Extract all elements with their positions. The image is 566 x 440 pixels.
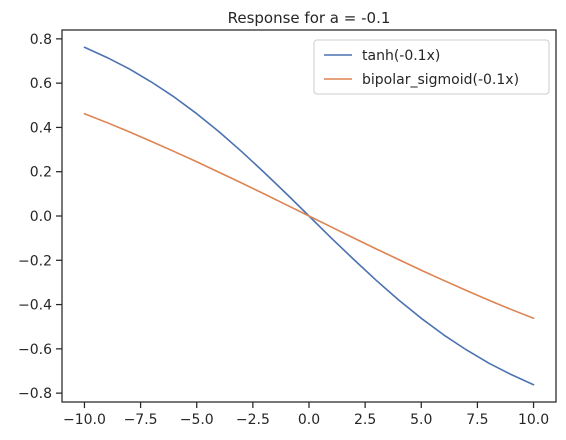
x-tick-label: −5.0 (180, 412, 214, 428)
legend-label-1: bipolar_sigmoid(-0.1x) (362, 72, 519, 88)
chart-title: Response for a = -0.1 (228, 9, 391, 27)
y-tick-label: 0.8 (30, 32, 52, 48)
x-tick-label: −10.0 (63, 412, 106, 428)
legend-box (313, 39, 550, 95)
x-tick-label: −7.5 (124, 412, 158, 428)
axes: −10.0 −7.5 −5.0 −2.5 0.0 2.5 5.0 7.5 10.0 −0.8 −0.… (18, 29, 557, 428)
y-tick-label: 0.4 (30, 120, 52, 136)
y-tick-label: −0.4 (18, 298, 52, 314)
x-tick-label: 2.5 (354, 412, 376, 428)
legend: tanh(-0.1x) bipolar_sigmoid(-0.1x) (313, 39, 550, 95)
y-tick-label: −0.6 (18, 342, 52, 358)
legend-label-0: tanh(-0.1x) (362, 48, 440, 64)
y-tick-label: 0.6 (30, 76, 52, 92)
y-tick-label: −0.8 (18, 386, 52, 402)
x-tick-label: 0.0 (298, 412, 320, 428)
x-tick-label: −2.5 (236, 412, 270, 428)
x-tick-label: 10.0 (518, 412, 549, 428)
series-line-1 (83, 112, 535, 320)
y-tick-label: 0.2 (30, 165, 52, 181)
y-tick-label: 0.0 (30, 209, 52, 225)
y-tick-label: −0.2 (18, 253, 52, 269)
series-lines (83, 46, 535, 386)
x-tick-label: 5.0 (410, 412, 432, 428)
x-tick-label: 7.5 (466, 412, 488, 428)
